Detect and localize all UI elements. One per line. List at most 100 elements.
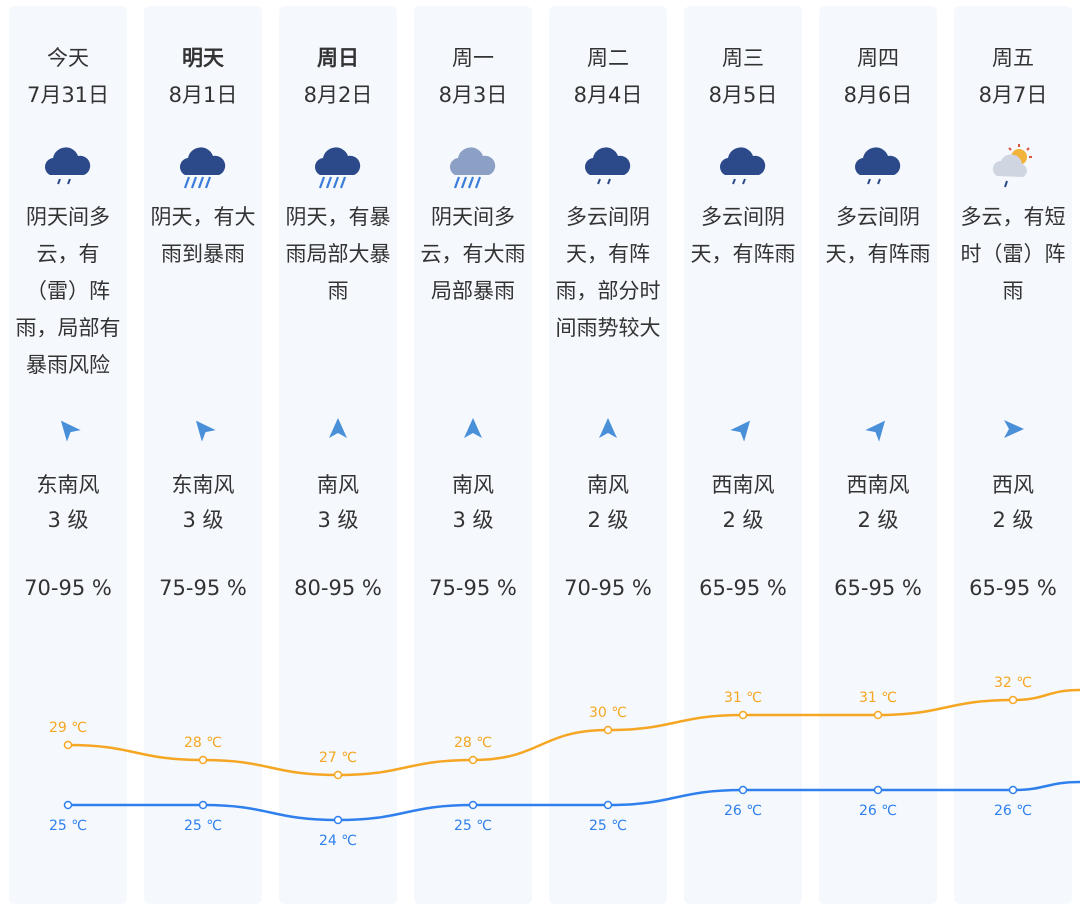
day-date: 8月2日 bbox=[303, 83, 373, 107]
wind-level: 3 级 bbox=[317, 508, 359, 532]
cloud-heavy-rain-icon bbox=[144, 143, 262, 193]
humidity-range: 70-95 % bbox=[564, 576, 652, 600]
low-temp-label: 25 ℃ bbox=[454, 818, 492, 834]
cloud-heavy-rain-icon bbox=[279, 143, 397, 193]
description-line: 阴天，有暴 bbox=[285, 205, 391, 229]
description-line: 云，有大雨 bbox=[420, 242, 526, 266]
wind-level: 3 级 bbox=[47, 508, 89, 532]
weather-description: 多云间阴 天，有阵雨 bbox=[819, 199, 937, 273]
low-temp-label: 25 ℃ bbox=[49, 818, 87, 834]
low-temp-label: 26 ℃ bbox=[994, 803, 1032, 819]
low-temp-point bbox=[1008, 785, 1018, 795]
cloud-rain-light-icon bbox=[684, 143, 802, 193]
low-temp-point bbox=[603, 800, 613, 810]
wind-direction: 南风 bbox=[587, 473, 629, 497]
description-line: 雨，部分时 bbox=[555, 279, 661, 303]
wind-direction: 西南风 bbox=[846, 473, 910, 497]
day-name: 周日 bbox=[317, 46, 359, 70]
humidity-range: 80-95 % bbox=[294, 576, 382, 600]
wind-arrow-west-icon bbox=[954, 412, 1072, 446]
description-line: 雨 bbox=[327, 279, 349, 303]
wind-direction: 西风 bbox=[992, 473, 1034, 497]
description-line: 雨到暴雨 bbox=[161, 242, 245, 266]
low-temp-label: 26 ℃ bbox=[724, 803, 762, 819]
description-line: 多云间阴 bbox=[566, 205, 650, 229]
day-header: 周四 8月6日 bbox=[819, 40, 937, 114]
humidity-range: 75-95 % bbox=[159, 576, 247, 600]
weather-description: 阴天间多云，有大雨局部暴雨 bbox=[414, 199, 532, 310]
day-date: 8月6日 bbox=[843, 83, 913, 107]
day-header: 今天 7月31日 bbox=[9, 40, 127, 114]
low-temp-label: 25 ℃ bbox=[184, 818, 222, 834]
wind-arrow-south-icon bbox=[549, 412, 667, 446]
low-temp-point bbox=[333, 815, 343, 825]
humidity-range: 75-95 % bbox=[429, 576, 517, 600]
description-line: 多云间阴 bbox=[701, 205, 785, 229]
day-header: 周一 8月3日 bbox=[414, 40, 532, 114]
wind-direction: 东南风 bbox=[36, 473, 100, 497]
humidity-range: 65-95 % bbox=[969, 576, 1057, 600]
high-temp-label: 30 ℃ bbox=[589, 705, 627, 721]
wind-arrow-south-icon bbox=[279, 412, 397, 446]
wind-level: 3 级 bbox=[182, 508, 224, 532]
high-temp-point bbox=[468, 755, 478, 765]
day-name: 周五 bbox=[992, 46, 1034, 70]
wind-info: 南风 3 级 bbox=[279, 468, 397, 538]
day-name: 今天 bbox=[47, 46, 89, 70]
day-name: 周三 bbox=[722, 46, 764, 70]
low-temp-point bbox=[738, 785, 748, 795]
day-header: 周五 8月7日 bbox=[954, 40, 1072, 114]
high-temp-point bbox=[1008, 695, 1018, 705]
day-date: 8月4日 bbox=[573, 83, 643, 107]
day-header: 周日 8月2日 bbox=[279, 40, 397, 114]
high-temp-point bbox=[198, 755, 208, 765]
wind-direction: 南风 bbox=[317, 473, 359, 497]
description-line: 暴雨风险 bbox=[26, 353, 110, 377]
low-temp-label: 26 ℃ bbox=[859, 803, 897, 819]
description-line: （雷）阵 bbox=[26, 279, 110, 303]
wind-direction: 东南风 bbox=[171, 473, 235, 497]
cloud-rain-light-icon bbox=[549, 143, 667, 193]
cloud-heavy-rain-light-icon bbox=[414, 143, 532, 193]
weather-description: 阴天，有大 雨到暴雨 bbox=[144, 199, 262, 273]
description-line: 阴天间多 bbox=[26, 205, 110, 229]
wind-arrow-southwest-icon bbox=[684, 412, 802, 446]
day-name: 周四 bbox=[857, 46, 899, 70]
high-temp-point bbox=[738, 710, 748, 720]
wind-level: 2 级 bbox=[992, 508, 1034, 532]
weather-description: 多云，有短 时（雷）阵雨 bbox=[954, 199, 1072, 310]
high-temp-label: 29 ℃ bbox=[49, 720, 87, 736]
low-temp-point bbox=[63, 800, 73, 810]
humidity-range: 70-95 % bbox=[24, 576, 112, 600]
humidity-range: 65-95 % bbox=[834, 576, 922, 600]
wind-info: 西风 2 级 bbox=[954, 468, 1072, 538]
description-line: 多云，有短 bbox=[960, 205, 1066, 229]
wind-level: 2 级 bbox=[857, 508, 899, 532]
description-line: 阴天间多 bbox=[431, 205, 515, 229]
cloud-rain-light-icon bbox=[9, 143, 127, 193]
wind-info: 东南风 3 级 bbox=[144, 468, 262, 538]
day-date: 8月1日 bbox=[168, 83, 238, 107]
description-line: 局部暴雨 bbox=[431, 279, 515, 303]
wind-arrow-southwest-icon bbox=[819, 412, 937, 446]
wind-arrow-southeast-icon bbox=[144, 412, 262, 446]
high-temp-point bbox=[603, 725, 613, 735]
day-header: 明天 8月1日 bbox=[144, 40, 262, 114]
high-temp-line bbox=[67, 688, 1080, 777]
day-name: 周二 bbox=[587, 46, 629, 70]
day-header: 周二 8月4日 bbox=[549, 40, 667, 114]
description-line: 天，有阵雨 bbox=[825, 242, 931, 266]
wind-info: 南风 2 级 bbox=[549, 468, 667, 538]
day-header: 周三 8月5日 bbox=[684, 40, 802, 114]
high-temp-label: 28 ℃ bbox=[184, 735, 222, 751]
description-line: 雨 bbox=[1002, 279, 1024, 303]
weather-description: 阴天，有暴 雨局部大暴雨 bbox=[279, 199, 397, 310]
weather-description: 多云间阴 天，有阵 雨，部分时 间雨势较大 bbox=[549, 199, 667, 347]
low-temp-label: 25 ℃ bbox=[589, 818, 627, 834]
weather-description: 多云间阴 天，有阵雨 bbox=[684, 199, 802, 273]
high-temp-point bbox=[63, 740, 73, 750]
high-temp-point bbox=[873, 710, 883, 720]
day-name: 周一 bbox=[452, 46, 494, 70]
low-temp-label: 24 ℃ bbox=[319, 833, 357, 849]
